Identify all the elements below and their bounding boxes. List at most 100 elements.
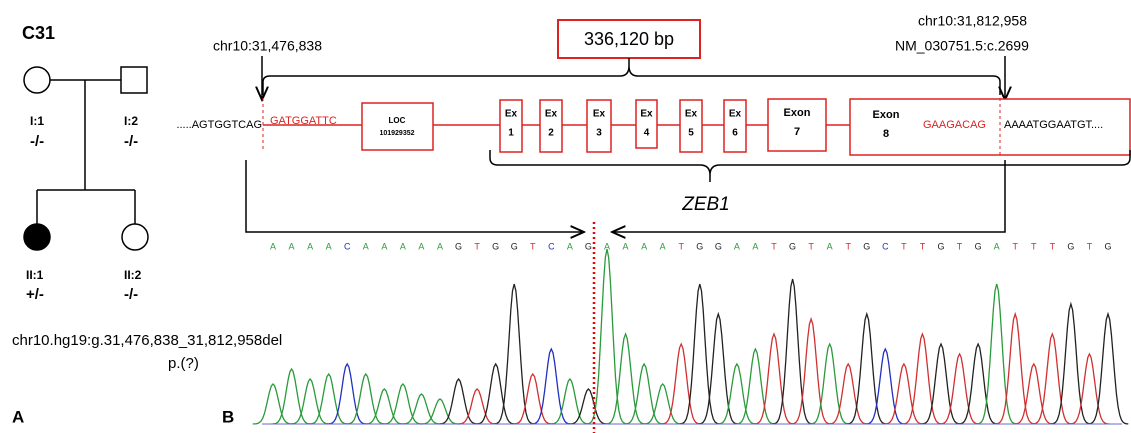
genotype: -/- <box>124 133 138 150</box>
individual-id: II:2 <box>124 268 142 282</box>
exon-label: Ex <box>545 109 558 120</box>
individual-id: II:1 <box>26 268 44 282</box>
base-call: A <box>400 241 406 251</box>
right-flank: AAAATGGAATGT.... <box>1004 119 1103 131</box>
panel-label: B <box>222 407 234 426</box>
junction-arrow <box>612 160 1005 232</box>
trace-peak <box>1014 364 1055 424</box>
base-call: T <box>901 241 907 251</box>
exon-number: 1 <box>508 128 514 139</box>
base-call: T <box>920 241 926 251</box>
base-call: G <box>492 241 499 251</box>
deleted-end: GAAGACAG <box>923 119 986 131</box>
exon-label: Exon <box>873 109 900 121</box>
genotype: +/- <box>26 286 44 303</box>
base-call: A <box>567 241 573 251</box>
base-call: A <box>734 241 740 251</box>
base-call: G <box>455 241 462 251</box>
base-call: G <box>1067 241 1074 251</box>
exon-box <box>636 100 657 148</box>
exon-number: 4 <box>644 128 650 139</box>
base-call: G <box>863 241 870 251</box>
base-call: A <box>289 241 295 251</box>
transcript-position: NM_030751.5:c.2699 <box>895 38 1029 54</box>
deletion-size: 336,120 bp <box>584 29 674 49</box>
base-call: G <box>789 241 796 251</box>
exon-number: 8 <box>883 128 889 140</box>
base-call: A <box>994 241 1000 251</box>
base-call: T <box>1087 241 1093 251</box>
trace-peak <box>958 344 999 424</box>
base-call: A <box>418 241 424 251</box>
base-call: A <box>307 241 313 251</box>
base-call: A <box>437 241 443 251</box>
base-call: A <box>827 241 833 251</box>
deleted-start: GATGGATTC <box>270 115 337 127</box>
genotype: -/- <box>30 133 44 150</box>
deletion-brace <box>263 58 1000 95</box>
family-id: C31 <box>22 23 55 43</box>
base-call: T <box>771 241 777 251</box>
trace-peak <box>475 364 516 424</box>
trace-peak <box>754 334 795 424</box>
exon-label: Ex <box>685 109 698 120</box>
base-call: T <box>474 241 480 251</box>
genotype: -/- <box>124 286 138 303</box>
base-call: C <box>344 241 351 251</box>
trace-peak <box>494 284 535 424</box>
base-call: T <box>1031 241 1037 251</box>
base-call: A <box>641 241 647 251</box>
base-call: T <box>845 241 851 251</box>
base-call: A <box>660 241 666 251</box>
panel-label: A <box>12 407 24 426</box>
base-call: A <box>623 241 629 251</box>
exon-number: 5 <box>688 128 694 139</box>
base-call: G <box>937 241 944 251</box>
trace-peak <box>642 384 683 424</box>
base-call: G <box>715 241 722 251</box>
exon-number: 2 <box>548 128 554 139</box>
base-call: T <box>957 241 963 251</box>
base-call: C <box>548 241 555 251</box>
trace-peak <box>661 344 702 424</box>
left-flank: .....AGTGGTCAG <box>176 119 262 131</box>
base-call: G <box>975 241 982 251</box>
protein-change: p.(?) <box>168 355 199 372</box>
base-call: A <box>270 241 276 251</box>
trace-peak <box>327 364 368 424</box>
exon-label: Ex <box>640 109 653 120</box>
individual-id: I:1 <box>30 114 44 128</box>
loc-id: 101929352 <box>379 130 414 137</box>
base-call: A <box>752 241 758 251</box>
exon-label: Ex <box>593 109 606 120</box>
exon-number: 3 <box>596 128 602 139</box>
gene-name: ZEB1 <box>681 194 730 215</box>
base-call: T <box>808 241 814 251</box>
base-call: A <box>326 241 332 251</box>
trace-peak <box>513 374 554 424</box>
base-call: C <box>882 241 889 251</box>
chromatogram <box>253 249 1129 424</box>
breakpoint-left: chr10:31,476,838 <box>213 38 322 54</box>
exon-label: Exon <box>784 107 811 119</box>
base-call: A <box>604 241 610 251</box>
base-call: G <box>511 241 518 251</box>
base-call: A <box>363 241 369 251</box>
trace-peak <box>1088 314 1129 424</box>
breakpoint-right: chr10:31,812,958 <box>918 13 1027 29</box>
exon-number: 6 <box>732 128 738 139</box>
base-call: G <box>585 241 592 251</box>
exon-label: Ex <box>729 109 742 120</box>
individual-id: I:2 <box>124 114 138 128</box>
loc-box <box>362 103 433 150</box>
junction-arrow <box>246 160 584 232</box>
base-call: G <box>696 241 703 251</box>
variant: chr10.hg19:g.31,476,838_31,812,958del <box>12 332 282 349</box>
trace-peak <box>1069 354 1110 424</box>
base-call: T <box>678 241 684 251</box>
base-call: T <box>1012 241 1018 251</box>
exon-label: Ex <box>505 109 518 120</box>
pedigree <box>24 67 148 250</box>
base-call: A <box>381 241 387 251</box>
exon-number: 7 <box>794 126 800 138</box>
